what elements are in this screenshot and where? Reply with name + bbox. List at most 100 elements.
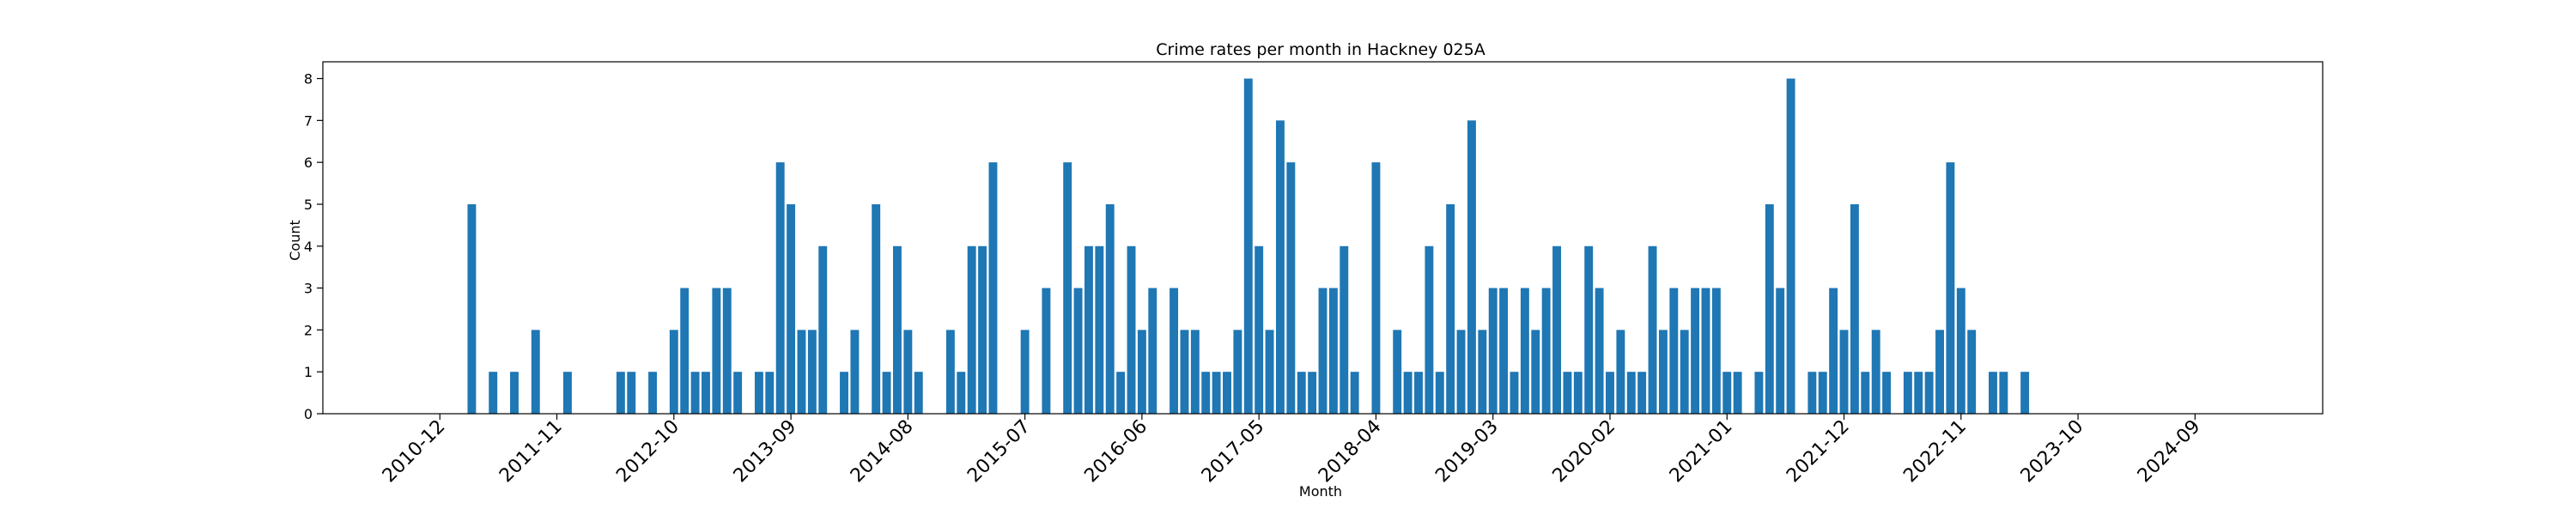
y-tick-label: 7 <box>304 112 313 129</box>
bar <box>1265 330 1274 414</box>
bar <box>1180 330 1189 414</box>
x-tick-label: 2014-08 <box>847 416 918 488</box>
bar <box>967 245 976 414</box>
bar <box>1116 372 1126 414</box>
bar <box>1488 288 1498 414</box>
bar <box>1882 372 1892 414</box>
bar <box>1829 288 1838 414</box>
x-tick-label: 2016-06 <box>1080 416 1151 488</box>
x-tick-label: 2023-10 <box>2017 416 2088 488</box>
bar <box>1073 288 1083 414</box>
bar <box>807 330 817 414</box>
bar <box>702 372 710 414</box>
bar <box>1371 162 1381 414</box>
bar <box>1467 120 1476 414</box>
bar <box>1531 330 1540 414</box>
bar <box>1711 288 1721 414</box>
plot-frame <box>322 61 2324 415</box>
bar <box>489 372 498 414</box>
bar <box>1318 288 1327 414</box>
bar <box>1935 330 1944 414</box>
bar <box>1999 372 2008 414</box>
bar <box>1350 372 1359 414</box>
bar <box>1861 372 1870 414</box>
bar <box>1680 330 1689 414</box>
bar <box>627 372 636 414</box>
bar <box>1255 245 1264 414</box>
bar <box>531 330 540 414</box>
y-tick-label: 0 <box>304 406 313 422</box>
x-tick-label: 2013-09 <box>730 416 801 488</box>
bar <box>1658 330 1668 414</box>
x-tick-label: 2015-07 <box>963 416 1035 488</box>
bar <box>1573 372 1583 414</box>
bar <box>1637 372 1647 414</box>
chart-title: Crime rates per month in Hackney 025A <box>1156 40 1485 59</box>
y-axis-label: Count <box>287 220 303 261</box>
x-axis: 2010-12 2011-11 2012-10 2013-09 2014-08 2015-… <box>379 414 2205 487</box>
bar <box>1914 372 1923 414</box>
bar <box>1308 372 1317 414</box>
y-axis: 0 1 2 3 4 5 6 7 8 <box>304 71 323 422</box>
bar <box>797 330 806 414</box>
bar <box>1328 288 1338 414</box>
bar <box>1063 162 1072 414</box>
bar <box>1818 372 1827 414</box>
bar <box>1020 330 1030 414</box>
x-tick-label: 2017-05 <box>1198 416 1269 488</box>
y-tick-label: 5 <box>304 197 313 213</box>
bar <box>1691 288 1700 414</box>
bar <box>648 372 657 414</box>
bar <box>2020 372 2030 414</box>
x-tick-label: 2021-01 <box>1666 416 1737 488</box>
bar <box>1148 288 1157 414</box>
x-tick-label: 2011-11 <box>495 416 567 488</box>
bar <box>914 372 923 414</box>
bar <box>988 162 998 414</box>
bar <box>562 372 572 414</box>
bar <box>616 372 625 414</box>
bar <box>1733 372 1742 414</box>
bar <box>690 372 700 414</box>
bar <box>1084 245 1093 414</box>
bar <box>775 162 785 414</box>
bar <box>1924 372 1934 414</box>
bar <box>1616 330 1625 414</box>
bar <box>1456 330 1466 414</box>
x-tick-label: 2024-09 <box>2134 416 2205 488</box>
bar <box>1446 203 1455 414</box>
bar <box>722 288 732 414</box>
y-tick-label: 2 <box>304 322 313 338</box>
bar <box>1233 330 1242 414</box>
bar <box>1722 372 1732 414</box>
bar <box>1095 245 1104 414</box>
bar <box>1552 245 1561 414</box>
bar <box>872 203 881 414</box>
y-tick-label: 8 <box>304 71 313 88</box>
bar <box>510 372 519 414</box>
bar <box>1541 288 1551 414</box>
bar <box>1297 372 1306 414</box>
x-tick-label: 2019-03 <box>1431 416 1503 488</box>
y-tick-label: 4 <box>304 239 313 255</box>
bar <box>1754 372 1764 414</box>
bar <box>903 330 913 414</box>
y-tick-label: 6 <box>304 154 313 171</box>
bar <box>1956 288 1965 414</box>
bar <box>1765 203 1774 414</box>
x-tick-label: 2018-04 <box>1315 416 1386 488</box>
bar <box>1510 372 1519 414</box>
x-tick-label: 2012-10 <box>612 416 683 488</box>
bar <box>1989 372 1997 414</box>
bar <box>765 372 775 414</box>
bar <box>1701 288 1710 414</box>
bar <box>1606 372 1614 414</box>
bar <box>1669 288 1679 414</box>
bar <box>1243 78 1253 415</box>
bar <box>1275 120 1285 414</box>
bar <box>1967 330 1977 414</box>
bar <box>1105 203 1115 414</box>
x-tick-label: 2021-12 <box>1783 416 1854 488</box>
bars-layer <box>467 78 2030 415</box>
bar <box>754 372 763 414</box>
